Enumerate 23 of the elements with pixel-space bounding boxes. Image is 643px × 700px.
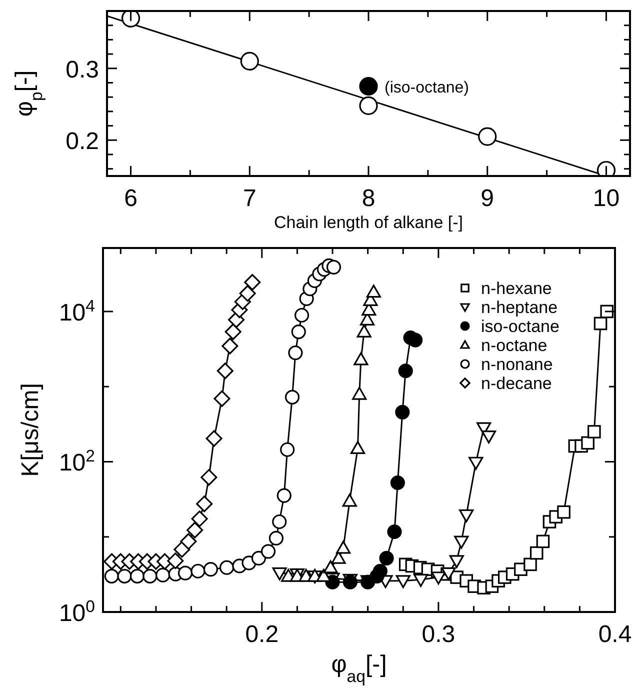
x-axis-title: φ$_{aq}$[-] bbox=[331, 651, 387, 686]
y-tick-label: 10$^{4}$ bbox=[58, 296, 95, 326]
legend-label: iso-octane bbox=[481, 317, 560, 336]
legend-label: n-decane bbox=[481, 374, 552, 393]
annotation: (iso-octane) bbox=[384, 79, 469, 96]
x-tick-label: 0.3 bbox=[422, 621, 456, 648]
legend-label: n-octane bbox=[481, 336, 548, 355]
x-tick-label: 9 bbox=[480, 185, 494, 212]
legend-label: n-heptane bbox=[481, 298, 558, 317]
y-tick-label: 10$^{2}$ bbox=[58, 446, 95, 477]
legend-label: n-nonane bbox=[481, 355, 553, 374]
x-tick-label: 0.4 bbox=[598, 621, 632, 648]
x-tick-label: 7 bbox=[242, 185, 256, 212]
x-tick-label: 8 bbox=[362, 185, 376, 212]
y-tick-label: 0.2 bbox=[66, 128, 99, 156]
y-tick-label: 10$^{0}$ bbox=[58, 596, 95, 627]
y-tick-label: 0.3 bbox=[66, 56, 99, 84]
x-tick-label: 6 bbox=[124, 185, 138, 212]
x-tick-label: 0.2 bbox=[245, 621, 279, 648]
y-axis-title: K[μs/cm] bbox=[17, 383, 44, 477]
x-tick-label: 10 bbox=[592, 185, 620, 212]
x-axis-title: Chain length of alkane [-] bbox=[274, 213, 464, 232]
legend-label: n-hexane bbox=[481, 279, 552, 298]
